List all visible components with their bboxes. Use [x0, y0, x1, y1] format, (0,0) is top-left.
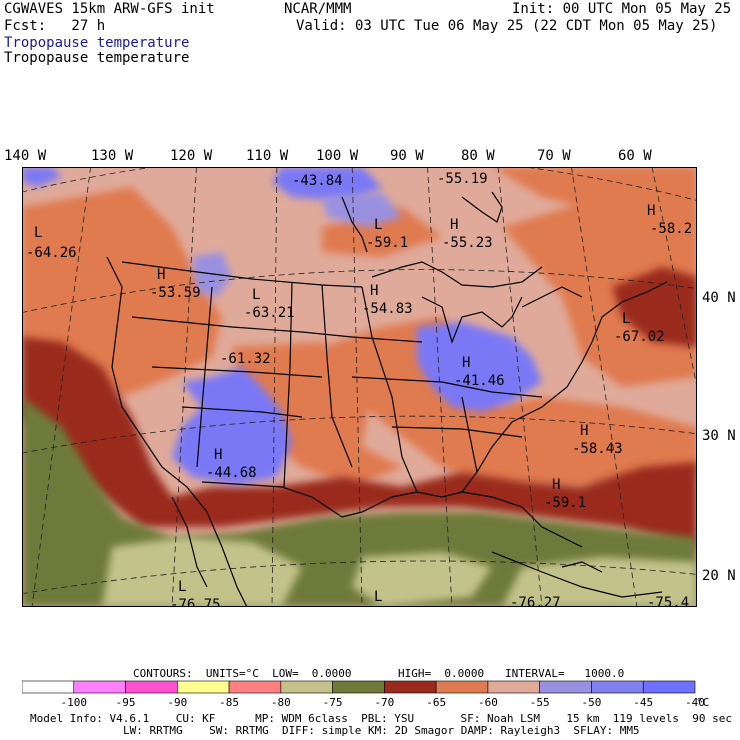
center-label: NCAR/MMM: [284, 1, 352, 17]
coastlines-and-borders: [106, 191, 668, 607]
center-type: H: [214, 447, 222, 463]
center-value: -63.21: [244, 305, 295, 321]
color-swatch: [435, 680, 489, 694]
color-swatch: [591, 680, 644, 694]
center-value: -53.59: [150, 285, 201, 301]
center-value: -55.19: [437, 171, 488, 187]
contours-info: CONTOURS: UNITS=°C LOW= 0.0000: [133, 667, 352, 680]
lat-label: 20 N: [702, 568, 736, 584]
center-type: L: [34, 225, 42, 241]
color-swatch: [177, 680, 230, 694]
lon-label: 130 W: [91, 148, 134, 164]
contours-high: HIGH= 0.0000: [398, 667, 485, 680]
graticule: [22, 167, 697, 607]
model-title: CGWAVES 15km ARW-GFS init: [4, 1, 215, 17]
lon-label: 60 W: [618, 148, 652, 164]
center-value: -58.2: [650, 221, 692, 237]
center-type: L: [178, 579, 186, 595]
center-type: L: [374, 217, 382, 233]
center-value: -64.26: [26, 245, 77, 261]
color-tick-label: -40: [685, 696, 705, 709]
color-swatch: [384, 680, 437, 694]
map-frame: [22, 167, 697, 607]
color-tick-label: -95: [116, 696, 136, 709]
center-value: -43.84: [292, 173, 343, 189]
color-swatch: [73, 680, 126, 694]
color-swatch: [22, 680, 75, 694]
color-tick-label: -80: [271, 696, 291, 709]
color-tick-label: -90: [167, 696, 187, 709]
center-value: -44.68: [206, 465, 257, 481]
model-physics: LW: RRTMG SW: RRTMG DIFF: simple KM: 2D …: [123, 724, 640, 737]
color-tick-label: -65: [426, 696, 446, 709]
color-swatch: [642, 680, 696, 694]
color-tick-label: -60: [478, 696, 498, 709]
center-type: H: [462, 355, 470, 371]
center-type: L: [252, 287, 260, 303]
center-type: H: [450, 217, 458, 233]
init-time: Init: 00 UTC Mon 05 May 25: [512, 1, 732, 17]
color-swatch: [332, 680, 385, 694]
color-tick-label: -55: [530, 696, 550, 709]
color-tick-label: -75: [323, 696, 343, 709]
center-value: -55.23: [442, 235, 493, 251]
lon-label: 100 W: [316, 148, 359, 164]
color-tick-label: -45: [633, 696, 653, 709]
lon-label: 110 W: [246, 148, 289, 164]
lon-label: 80 W: [461, 148, 495, 164]
lon-label: 140 W: [4, 148, 47, 164]
center-value: -59.1: [544, 495, 586, 511]
center-value: -75.4: [647, 595, 689, 607]
center-value: -54.83: [362, 301, 413, 317]
center-value: -58.43: [572, 441, 623, 457]
color-swatch: [125, 680, 178, 694]
color-tick-label: -70: [374, 696, 394, 709]
lon-label: 120 W: [170, 148, 213, 164]
forecast-hour: Fcst: 27 h: [4, 18, 106, 34]
field-subtitle: Tropopause temperature: [4, 50, 190, 66]
color-tick-label: -85: [219, 696, 239, 709]
center-type: H: [157, 267, 165, 283]
color-legend: -100 -95 -90 -85 -80 -75 -70 -65 -60 -55 -50 -45 -40…: [22, 680, 709, 709]
center-type: H: [552, 477, 560, 493]
center-value: -59.1: [366, 235, 408, 251]
center-type: L: [374, 589, 382, 605]
center-type: H: [580, 423, 588, 439]
valid-time: Valid: 03 UTC Tue 06 May 25 (22 CDT Mon …: [296, 18, 718, 34]
contours-interval: INTERVAL= 1000.0: [505, 667, 625, 680]
color-tick-label: -100: [61, 696, 88, 709]
center-type: L: [622, 311, 630, 327]
color-swatch: [539, 680, 592, 694]
center-value: -76.75: [170, 597, 221, 607]
lon-label: 90 W: [390, 148, 424, 164]
center-value: -76.27: [510, 595, 561, 607]
color-swatch: [228, 680, 282, 694]
color-swatch: [280, 680, 333, 694]
tropopause-temperature-map: L -64.26 -43.84 -55.19 L -59.1 H -55.23 …: [22, 167, 697, 607]
center-type: H: [370, 283, 378, 299]
center-type: H: [647, 203, 655, 219]
color-tick-label: -50: [582, 696, 602, 709]
lon-label: 70 W: [537, 148, 571, 164]
field-title: Tropopause temperature: [4, 35, 190, 51]
shaded-field: [22, 167, 697, 607]
lat-label: 30 N: [702, 428, 736, 444]
center-value: -61.32: [220, 351, 271, 367]
center-value: -67.02: [614, 329, 665, 345]
color-unit-label: °C: [696, 696, 709, 709]
pressure-center-labels: L -64.26 -43.84 -55.19 L -59.1 H -55.23 …: [26, 171, 692, 607]
color-swatch: [487, 680, 540, 694]
center-value: -41.46: [454, 373, 505, 389]
model-info: Model Info: V4.6.1 CU: KF MP: WDM 6class…: [30, 712, 732, 725]
lat-label: 40 N: [702, 290, 736, 306]
